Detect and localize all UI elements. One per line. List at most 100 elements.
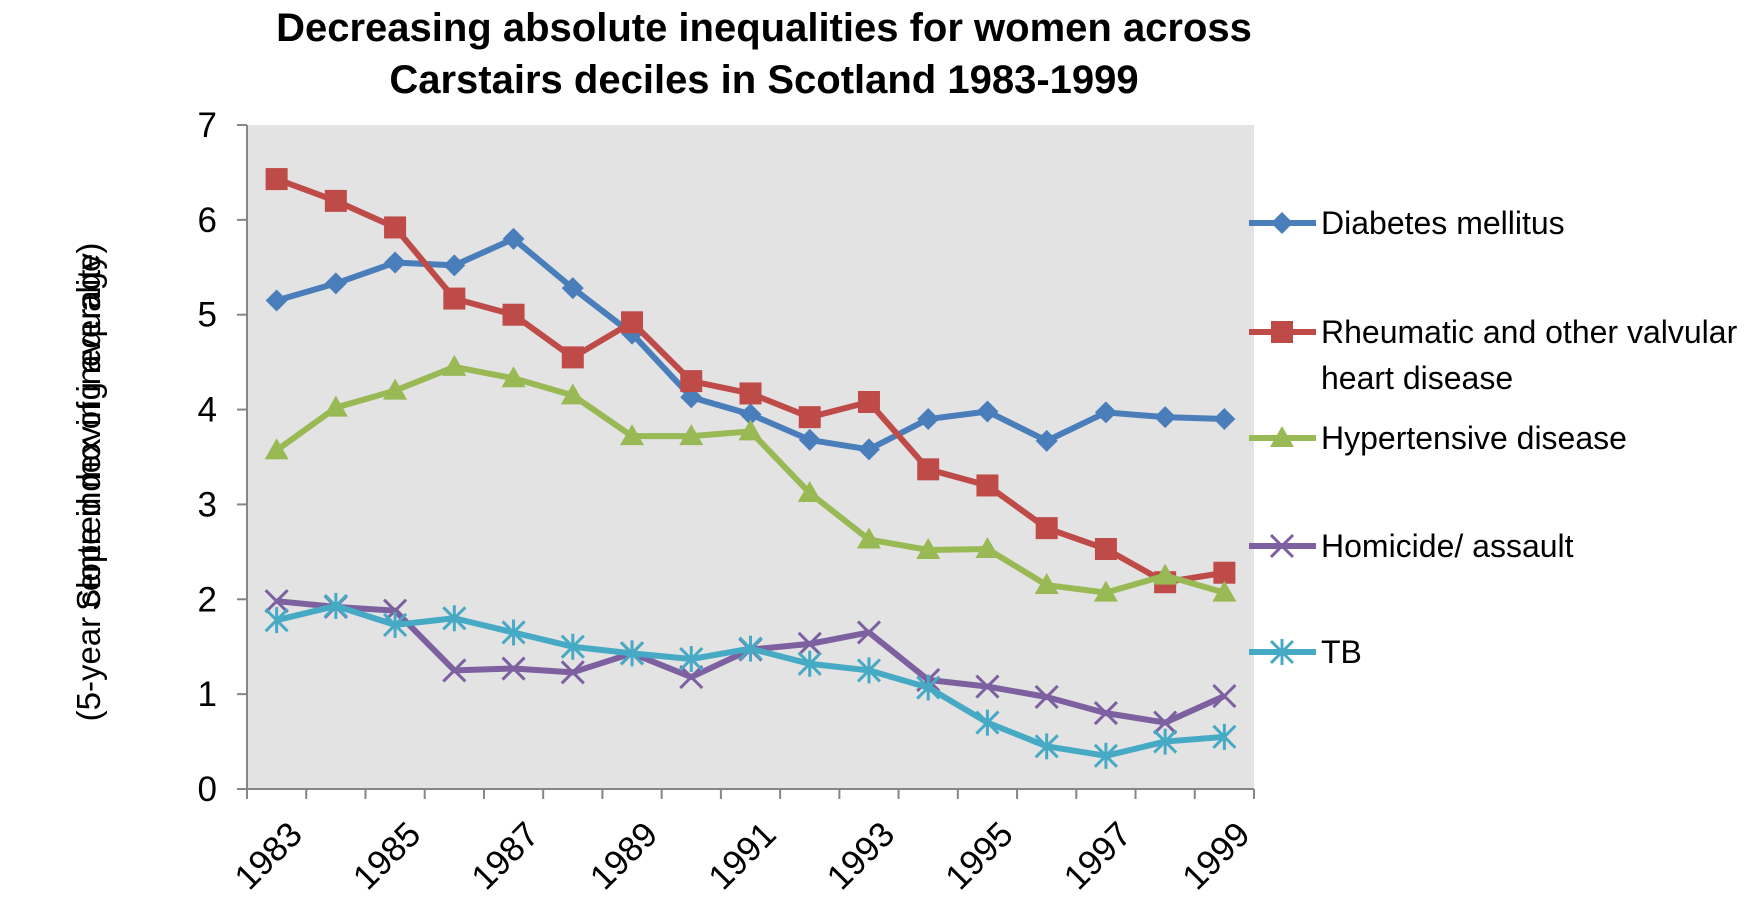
x-tick-label: 1987 [464, 815, 547, 898]
marker [1271, 212, 1293, 234]
marker [619, 640, 645, 667]
marker [1094, 538, 1117, 561]
marker [738, 635, 763, 662]
marker [739, 382, 762, 405]
marker [739, 403, 762, 426]
marker [1093, 701, 1118, 726]
marker [679, 646, 704, 673]
marker [501, 619, 526, 646]
legend-label: Rheumatic and other valvular heart disea… [1321, 314, 1738, 396]
marker [383, 611, 408, 638]
x-tick-label: 1989 [583, 815, 666, 898]
marker [384, 216, 407, 239]
marker [1213, 408, 1236, 431]
marker [502, 303, 525, 326]
marker [384, 251, 407, 274]
plot-area [247, 125, 1254, 789]
marker [442, 658, 467, 683]
y-tick-label: 6 [198, 201, 217, 240]
marker [976, 474, 999, 497]
legend-label: Diabetes mellitus [1321, 205, 1565, 241]
marker [1153, 728, 1178, 755]
marker [1271, 321, 1293, 343]
x-tick-label: 1995 [938, 815, 1021, 898]
marker [1270, 426, 1294, 447]
marker [501, 366, 526, 388]
marker [443, 254, 466, 277]
marker [857, 438, 880, 461]
marker [797, 650, 822, 677]
marker [916, 537, 941, 559]
y-tick-label: 7 [198, 106, 217, 145]
marker [1093, 580, 1118, 602]
marker [442, 605, 467, 632]
marker [621, 311, 644, 334]
marker [798, 428, 821, 451]
marker [560, 660, 585, 685]
marker [1269, 639, 1295, 665]
x-tick-label: 1993 [820, 815, 903, 898]
marker [1153, 563, 1178, 585]
marker [1035, 517, 1058, 540]
marker [975, 537, 1000, 559]
marker [324, 189, 347, 212]
marker [620, 424, 645, 446]
marker [975, 709, 1000, 736]
marker [501, 656, 526, 681]
marker [857, 390, 880, 413]
marker [1212, 683, 1237, 709]
marker [1034, 573, 1059, 595]
marker [1035, 429, 1058, 452]
marker [442, 354, 467, 376]
marker [443, 287, 466, 310]
legend-label: TB [1321, 634, 1362, 670]
marker [738, 419, 763, 441]
marker [1212, 580, 1237, 602]
marker [560, 383, 585, 405]
marker [1212, 723, 1237, 750]
legend-label: Homicide/ assault [1321, 528, 1574, 564]
marker [560, 633, 585, 660]
marker [1034, 733, 1059, 760]
marker [1269, 533, 1295, 559]
marker [264, 607, 289, 634]
y-tick-label: 2 [198, 580, 217, 619]
marker [502, 227, 525, 250]
y-tick-label: 3 [198, 485, 217, 524]
marker [856, 527, 881, 549]
marker [916, 674, 941, 701]
y-tick-label: 1 [198, 675, 217, 714]
marker [1034, 684, 1059, 710]
marker [856, 620, 882, 645]
y-tick-label: 0 [198, 770, 217, 809]
marker [1213, 561, 1236, 584]
marker [1093, 742, 1118, 769]
legend-label: Hypertensive disease [1321, 420, 1627, 456]
marker [797, 481, 822, 503]
marker [917, 458, 940, 481]
chart-title: Decreasing absolute inequalities for wom… [234, 2, 1294, 106]
marker [324, 272, 347, 295]
marker [856, 657, 882, 684]
x-tick-label: 1983 [227, 815, 310, 898]
marker [679, 665, 704, 690]
marker [383, 378, 408, 400]
marker [265, 168, 288, 191]
marker [1154, 406, 1177, 429]
y-tick-label: 5 [198, 296, 217, 335]
marker [1094, 401, 1117, 424]
marker [561, 277, 584, 300]
marker [1153, 710, 1178, 735]
marker [975, 674, 1000, 699]
marker [680, 370, 703, 393]
marker [323, 592, 348, 619]
marker [976, 400, 999, 423]
y-tick-label: 4 [198, 391, 217, 430]
marker [917, 408, 940, 431]
marker [264, 438, 289, 460]
title-text: Decreasing absolute inequalities for wom… [276, 6, 1252, 102]
x-tick-label: 1999 [1175, 815, 1258, 898]
x-tick-label: 1991 [701, 815, 784, 898]
marker [323, 395, 348, 417]
